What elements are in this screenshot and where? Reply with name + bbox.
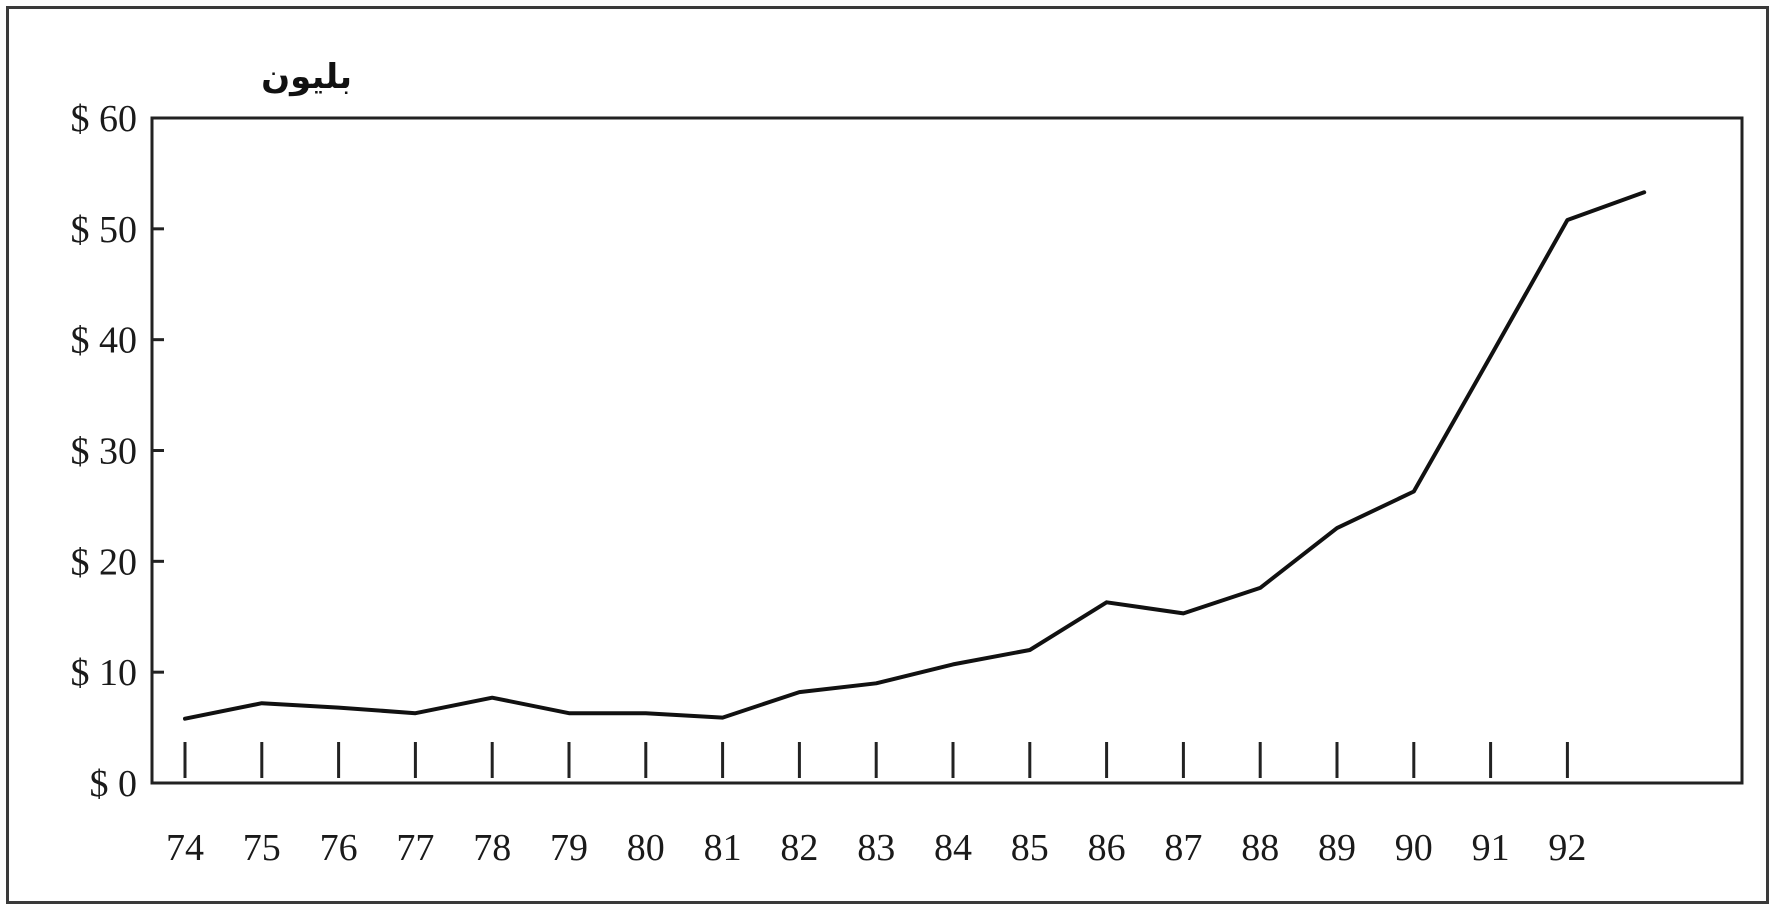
x-tick-label: 78 (473, 827, 511, 869)
x-tick-label: 90 (1395, 827, 1433, 869)
x-tick-label: 83 (857, 827, 895, 869)
x-tick-label: 82 (780, 827, 818, 869)
y-tick-label: $ 10 (71, 652, 138, 694)
y-tick-label: $ 20 (71, 541, 138, 583)
x-tick-label: 81 (704, 827, 742, 869)
y-unit-label: بليون (261, 57, 352, 97)
x-tick-label: 88 (1241, 827, 1279, 869)
series-line (183, 190, 1647, 721)
plot-area-frame (150, 116, 1744, 785)
x-tick-label: 84 (934, 827, 972, 869)
y-tick-label: $ 40 (71, 320, 138, 362)
x-tick-label: 79 (550, 827, 588, 869)
x-tick-label: 86 (1088, 827, 1126, 869)
x-tick-label: 89 (1318, 827, 1356, 869)
x-tick-label: 77 (396, 827, 434, 869)
y-axis: $ 0 $ 10 $ 20 $ 30 $ 40 $ 50 $ 60 (71, 98, 164, 805)
y-tick-label: $ 0 (90, 763, 138, 805)
x-axis: 74 75 76 77 78 79 80 81 82 83 84 85 86 87 88 89 90 91 92 (166, 742, 1586, 869)
x-tick-label: 91 (1472, 827, 1510, 869)
y-tick-label: $ 30 (71, 431, 138, 473)
y-tick-label: $ 50 (71, 209, 138, 251)
x-tick-label: 80 (627, 827, 665, 869)
figure-frame (6, 6, 1769, 904)
x-tick-label: 87 (1164, 827, 1202, 869)
x-tick-label: 76 (320, 827, 358, 869)
x-tick-label: 75 (243, 827, 281, 869)
x-tick-label: 85 (1011, 827, 1049, 869)
x-tick-label: 74 (166, 827, 204, 869)
x-tick-label: 92 (1548, 827, 1586, 869)
y-tick-label: $ 60 (71, 98, 138, 140)
